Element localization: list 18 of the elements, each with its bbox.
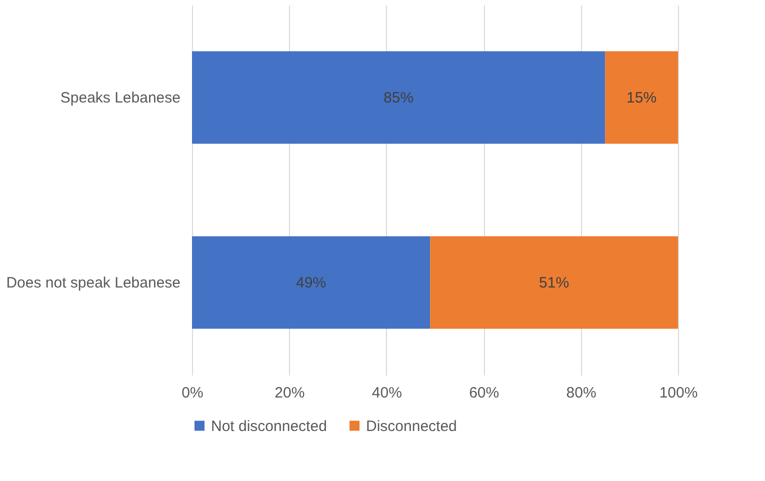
data-label: 49% [296,274,326,292]
x-tick-label: 60% [469,384,500,402]
bar [430,236,678,329]
legend-label: Not disconnected [211,418,327,435]
y-tick-label: Speaks Lebanese [60,90,180,106]
data-label: 15% [626,90,657,106]
x-tick-label: 0% [182,384,204,402]
bar [192,51,606,144]
data-label: 85% [384,90,414,106]
x-tick-label: 80% [566,384,596,402]
bar [605,51,678,144]
bar [192,236,430,329]
legend-label: Disconnected [366,418,457,435]
x-tick-label: 100% [659,384,698,402]
data-label: 51% [539,274,570,292]
y-tick-label: Does not speak Lebanese [6,274,180,292]
x-tick-label: 20% [274,384,305,402]
x-tick-label: 40% [372,384,402,402]
